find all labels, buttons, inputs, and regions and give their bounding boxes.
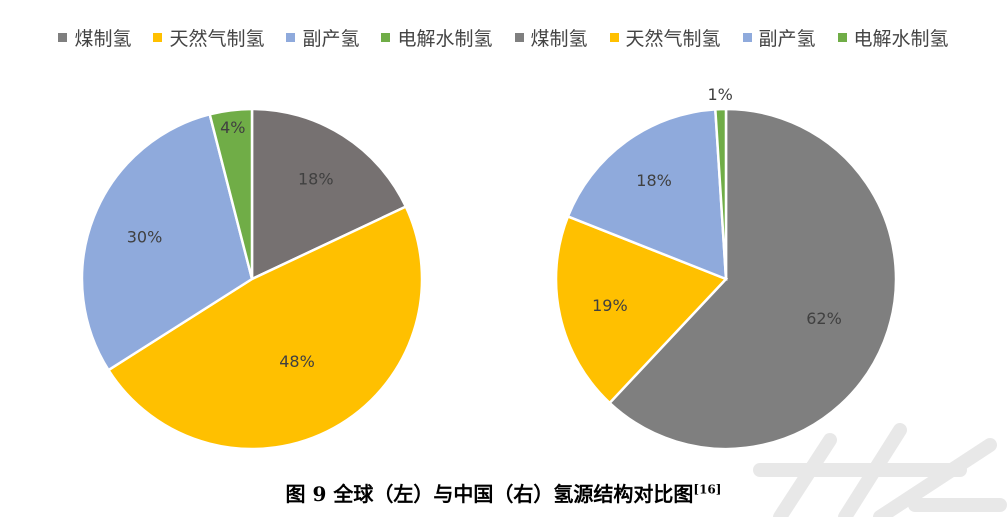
legend-item: 副产氢	[286, 24, 359, 51]
data-label: 18%	[636, 171, 672, 190]
pie-slice	[566, 108, 728, 281]
data-label: 18%	[298, 170, 334, 189]
legend-label: 煤制氢	[530, 27, 588, 50]
legend-label: 电解水制氢	[397, 27, 493, 50]
legend-item: 副产氢	[742, 24, 816, 51]
data-label: 48%	[279, 352, 315, 371]
legend-item: 煤制氢	[58, 24, 131, 51]
figure-caption: 图 9 全球（左）与中国（右）氢源结构对比图[16]	[0, 478, 1007, 507]
data-label: 62%	[806, 309, 842, 328]
legend-swatch	[609, 32, 619, 42]
legend-item: 煤制氢	[514, 24, 588, 51]
legend-swatch	[153, 32, 163, 42]
legend-swatch	[742, 32, 752, 42]
legend-swatch	[514, 32, 524, 42]
legend: 煤制氢 天然气制氢 副产氢 电解水制氢 煤制氢 天然气制氢 副产氢 电解水制氢	[0, 22, 1007, 52]
pie-chart-global: 18% 48% 30% 4%	[80, 107, 424, 451]
data-label: 1%	[707, 85, 732, 104]
legend-item: 电解水制氢	[381, 24, 493, 51]
pie-slice	[713, 107, 728, 280]
legend-swatch	[381, 32, 391, 42]
legend-label: 副产氢	[302, 27, 360, 50]
legend-label: 副产氢	[758, 27, 816, 50]
data-label: 30%	[127, 227, 163, 246]
pie-slice	[80, 112, 254, 372]
legend-item: 电解水制氢	[837, 24, 949, 51]
pie-slice	[106, 204, 424, 451]
legend-swatch	[58, 32, 68, 42]
legend-swatch	[286, 32, 296, 42]
caption-text: 图 9 全球（左）与中国（右）氢源结构对比图	[285, 482, 694, 506]
caption-reference: [16]	[693, 482, 722, 497]
data-label: 4%	[220, 118, 245, 137]
legend-label: 煤制氢	[74, 27, 132, 50]
legend-item: 天然气制氢	[153, 24, 264, 51]
pie-chart-china: 62% 19% 18% 1%	[554, 85, 898, 451]
pie-slice	[607, 107, 898, 451]
pie-slice	[250, 107, 408, 281]
legend-label: 天然气制氢	[625, 27, 721, 50]
legend-label: 电解水制氢	[853, 27, 949, 50]
legend-item: 天然气制氢	[609, 24, 721, 51]
pie-slice	[208, 107, 254, 280]
legend-swatch	[837, 32, 847, 42]
data-label: 19%	[592, 296, 628, 315]
legend-label: 天然气制氢	[169, 27, 265, 50]
